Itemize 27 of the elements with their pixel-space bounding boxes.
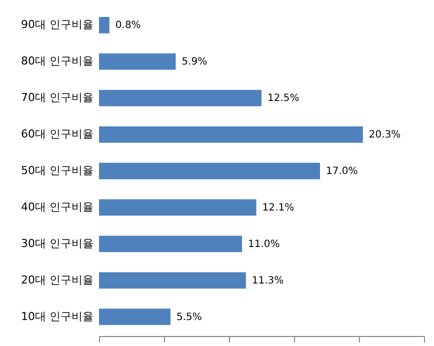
data-label: 0.8% (115, 20, 141, 32)
bar (99, 16, 110, 34)
bar (99, 162, 320, 180)
bar (99, 199, 256, 216)
y-tick-label: 20대 인구비율 (21, 273, 94, 286)
bar (99, 236, 242, 252)
data-label: 12.1% (262, 202, 294, 214)
data-label: 12.5% (268, 93, 300, 104)
data-label: 11.3% (252, 275, 284, 286)
data-label: 11.0% (248, 238, 280, 250)
y-tick-label: 50대 인구비율 (21, 164, 94, 177)
y-tick-label: 10대 인구비율 (21, 310, 94, 323)
bar (99, 126, 363, 143)
y-tick-label: 80대 인구비율 (21, 54, 94, 68)
y-tick-label: 60대 인구비율 (21, 128, 94, 141)
data-label: 5.5% (176, 312, 202, 323)
data-label: 5.9% (182, 56, 208, 68)
y-tick-label: 30대 인구비율 (21, 236, 94, 250)
y-tick-label: 90대 인구비율 (21, 18, 94, 32)
bar (99, 308, 170, 326)
y-tick-label: 40대 인구비율 (21, 200, 94, 214)
bar (99, 272, 246, 289)
data-label: 20.3% (368, 130, 401, 141)
data-label: 17.0% (326, 166, 358, 177)
bar (99, 53, 176, 70)
bar (99, 90, 262, 106)
y-tick-label: 70대 인구비율 (21, 91, 94, 104)
